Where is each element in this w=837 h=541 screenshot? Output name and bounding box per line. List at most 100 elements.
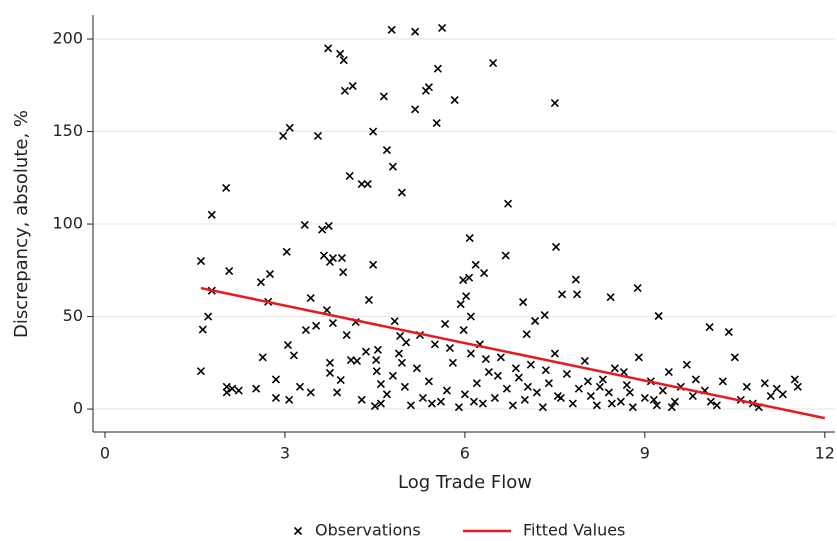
marker bbox=[196, 367, 206, 376]
marker bbox=[424, 83, 433, 92]
marker bbox=[462, 292, 471, 301]
marker-stroke bbox=[402, 338, 411, 347]
marker-stroke bbox=[502, 384, 511, 393]
marker bbox=[319, 251, 329, 260]
legend-label: Fitted Values bbox=[523, 521, 625, 540]
marker-stroke bbox=[712, 401, 721, 410]
marker bbox=[471, 260, 480, 269]
marker bbox=[730, 353, 739, 362]
marker-stroke bbox=[553, 392, 562, 401]
marker-stroke bbox=[456, 300, 465, 309]
marker bbox=[406, 401, 415, 410]
marker-stroke bbox=[571, 275, 580, 284]
marker bbox=[654, 311, 663, 321]
marker-stroke bbox=[345, 171, 354, 181]
marker bbox=[574, 384, 583, 393]
marker-stroke bbox=[289, 351, 299, 360]
marker bbox=[465, 273, 474, 282]
marker bbox=[322, 306, 332, 315]
marker bbox=[363, 180, 372, 189]
marker bbox=[766, 392, 775, 401]
marker-stroke bbox=[336, 49, 345, 58]
marker bbox=[742, 382, 751, 391]
marker bbox=[442, 386, 451, 395]
marker-stroke bbox=[372, 367, 381, 376]
marker-stroke bbox=[465, 273, 474, 282]
marker bbox=[313, 131, 323, 141]
marker bbox=[325, 368, 335, 378]
marker-stroke bbox=[766, 392, 775, 401]
marker bbox=[196, 256, 206, 266]
marker-stroke bbox=[293, 526, 303, 536]
marker bbox=[382, 390, 391, 399]
marker-stroke bbox=[480, 269, 489, 278]
marker bbox=[397, 188, 406, 197]
marker bbox=[379, 92, 388, 101]
legend-label: Observations bbox=[315, 521, 421, 540]
marker-stroke bbox=[388, 371, 397, 380]
marker bbox=[586, 392, 595, 401]
marker-stroke bbox=[361, 347, 370, 356]
marker bbox=[504, 199, 513, 208]
marker-stroke bbox=[489, 59, 498, 68]
marker bbox=[514, 373, 523, 382]
marker-stroke bbox=[604, 388, 613, 397]
marker-stroke bbox=[295, 382, 305, 391]
marker bbox=[501, 251, 510, 260]
marker bbox=[790, 375, 799, 384]
marker bbox=[369, 260, 378, 269]
marker bbox=[234, 386, 243, 395]
marker bbox=[619, 367, 628, 377]
marker bbox=[397, 358, 406, 367]
marker-stroke bbox=[531, 316, 540, 326]
marker-stroke bbox=[397, 188, 406, 197]
marker bbox=[325, 358, 335, 367]
marker bbox=[388, 371, 397, 380]
x-tick-label: 6 bbox=[460, 444, 470, 463]
marker-stroke bbox=[271, 393, 281, 403]
marker-stroke bbox=[490, 393, 499, 403]
marker-stroke bbox=[573, 290, 582, 299]
marker bbox=[390, 317, 399, 326]
marker-stroke bbox=[406, 401, 415, 410]
marker bbox=[352, 356, 361, 366]
marker-stroke bbox=[412, 364, 421, 373]
marker bbox=[610, 364, 619, 373]
marker bbox=[285, 395, 294, 404]
marker-stroke bbox=[328, 254, 338, 263]
y-tick-label: 0 bbox=[73, 399, 83, 418]
marker bbox=[459, 325, 468, 335]
y-tick-label: 50 bbox=[63, 306, 83, 325]
marker bbox=[258, 353, 267, 362]
marker-stroke bbox=[196, 256, 206, 266]
marker bbox=[293, 526, 303, 536]
marker bbox=[376, 399, 385, 408]
marker-stroke bbox=[616, 397, 625, 406]
marker bbox=[469, 397, 478, 406]
marker bbox=[520, 395, 529, 404]
marker-stroke bbox=[397, 358, 406, 367]
marker-stroke bbox=[333, 388, 342, 397]
y-axis-title: Discrepancy, absolute, % bbox=[11, 110, 32, 338]
marker bbox=[448, 358, 457, 367]
marker-stroke bbox=[337, 254, 346, 263]
marker-stroke bbox=[301, 325, 311, 335]
marker-stroke bbox=[664, 367, 673, 377]
marker-stroke bbox=[466, 349, 475, 358]
marker bbox=[532, 388, 541, 397]
marker bbox=[571, 275, 580, 284]
marker bbox=[625, 388, 634, 397]
marker-stroke bbox=[793, 382, 802, 391]
marker-stroke bbox=[382, 145, 391, 155]
marker bbox=[271, 393, 281, 403]
marker bbox=[544, 379, 553, 388]
marker bbox=[295, 382, 305, 391]
marker bbox=[519, 298, 528, 307]
marker bbox=[328, 254, 338, 263]
marker-stroke bbox=[730, 353, 739, 362]
marker-stroke bbox=[312, 321, 321, 330]
marker-stroke bbox=[285, 395, 294, 404]
marker-stroke bbox=[198, 325, 207, 334]
marker bbox=[411, 27, 420, 36]
marker bbox=[198, 325, 207, 334]
